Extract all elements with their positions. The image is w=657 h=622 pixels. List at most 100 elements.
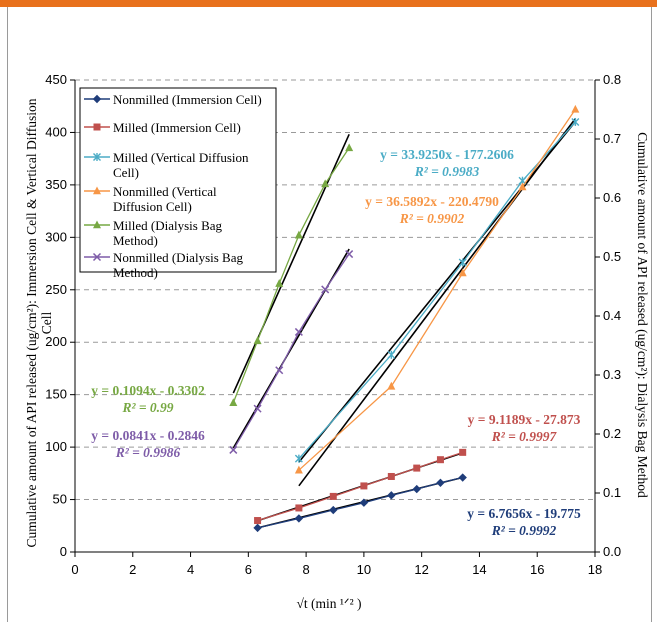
trend-equation: y = 6.7656x - 19.775: [467, 506, 581, 521]
series-line-4: [232, 147, 350, 403]
trend-equation: y = 36.5892x - 220.4790: [365, 194, 499, 209]
legend-marker-stroke: [92, 252, 102, 262]
data-point: [229, 398, 238, 407]
data-point: [275, 279, 284, 287]
legend-label-line: Milled (Vertical Diffusion: [113, 150, 249, 165]
data-point: [254, 517, 262, 525]
y-tick-label-right: 0.1: [603, 485, 621, 500]
y-tick-label-right: 0.7: [603, 131, 621, 146]
legend-label-line: Method): [113, 233, 158, 248]
data-point: [458, 473, 467, 482]
data-point: [294, 465, 303, 474]
data-point: [387, 491, 396, 500]
data-point-stroke: [275, 366, 284, 375]
data-point: [436, 478, 445, 487]
legend: Nonmilled (Immersion Cell) Milled (Immers…: [79, 87, 277, 280]
x-tick-label: 10: [357, 562, 371, 577]
x-tick-label: 14: [472, 562, 486, 577]
y-tick-label-right: 0.3: [603, 367, 621, 382]
trend-equation: y = 0.0841x - 0.2846: [91, 428, 205, 443]
y-tick-label-left: 150: [45, 387, 67, 402]
y-tick-label-left: 250: [45, 282, 67, 297]
x-tick-label: 8: [302, 562, 309, 577]
legend-label: Milled (Dialysis Bag Method): [113, 218, 223, 248]
axes: [70, 79, 600, 557]
data-point-stroke: [229, 445, 238, 454]
legend-marker: [92, 94, 102, 104]
trend-r-squared: R² = 0.9902: [399, 211, 465, 226]
legend-label-line: Method): [113, 265, 158, 280]
legend-label-line: Nonmilled (Vertical: [113, 184, 217, 199]
data-point: [360, 482, 368, 490]
data-point: [329, 505, 338, 515]
legend-label: Nonmilled (Dialysis Bag Method): [113, 250, 243, 280]
trend-r-squared: R² = 0.99: [121, 400, 173, 415]
x-tick-label: 12: [414, 562, 428, 577]
data-point-stroke: [253, 404, 262, 413]
data-point: [229, 445, 238, 454]
data-point: [359, 498, 369, 507]
legend-marker: [92, 252, 102, 262]
data-point: [571, 104, 580, 113]
data-point: [253, 404, 262, 413]
y-tick-label-right: 0.0: [603, 544, 621, 559]
y-axis-title-left-line2: Cell: [39, 312, 54, 335]
legend-marker: [93, 123, 101, 131]
y-tick-label-right: 0.4: [603, 308, 621, 323]
y-tick-label-right: 0.2: [603, 426, 621, 441]
data-point: [345, 250, 354, 259]
y-tick-label-left: 450: [45, 72, 67, 87]
top-accent-rule: [0, 0, 657, 7]
data-point: [412, 484, 421, 494]
data-point: [387, 381, 396, 390]
legend-box: [79, 87, 277, 273]
legend-label-line: Nonmilled (Dialysis Bag: [113, 250, 243, 265]
legend-label-line: Milled (Dialysis Bag: [113, 218, 223, 233]
data-point: [253, 523, 262, 533]
data-point: [571, 117, 580, 126]
y-tick-label-left: 350: [45, 177, 67, 192]
y-tick-label-right: 0.6: [603, 190, 621, 205]
data-point-stroke: [345, 250, 354, 259]
y-tick-label-left: 50: [53, 492, 67, 507]
data-point-stroke: [294, 327, 303, 336]
x-axis-title: √t (min ¹ᐟ² ): [296, 596, 361, 611]
x-tick-label: 2: [129, 562, 136, 577]
data-point: [413, 464, 421, 472]
y-tick-label-left: 300: [45, 229, 67, 244]
data-point: [294, 230, 303, 239]
data-point: [294, 327, 303, 336]
y-tick-label-left: 100: [45, 439, 67, 454]
data-point: [459, 448, 467, 456]
legend-label: Nonmilled (Vertical Diffusion Cell): [113, 184, 217, 214]
gridlines: [75, 79, 595, 501]
legend-label-line: Cell): [113, 165, 139, 180]
x-tick-label: 18: [588, 562, 602, 577]
legend-label-line: Diffusion Cell): [113, 199, 192, 214]
series-line-0: [257, 476, 463, 529]
y-tick-label-right: 0.8: [603, 72, 621, 87]
series-line-1: [257, 451, 463, 522]
data-series: [229, 104, 580, 533]
data-point-stroke: [321, 285, 330, 294]
x-tick-label: 6: [245, 562, 252, 577]
trend-equation: y = 33.9250x - 177.2606: [380, 147, 514, 162]
y-axis-title-left: Cumulative amount of API released (ug/cm…: [24, 98, 39, 547]
y-axis-title-right: Cumulative amount of API released (ug/cm…: [635, 132, 650, 498]
trendline-3: [298, 118, 576, 487]
data-point: [295, 504, 303, 512]
legend-label: Milled (Immersion Cell): [113, 120, 241, 135]
y-tick-label-left: 200: [45, 334, 67, 349]
data-point: [345, 143, 354, 152]
trend-r-squared: R² = 0.9992: [491, 523, 557, 538]
y-tick-label-left: 0: [60, 544, 67, 559]
data-point: [458, 258, 467, 267]
data-point: [436, 456, 444, 464]
trend-r-squared: R² = 0.9983: [414, 164, 480, 179]
data-point: [321, 285, 330, 294]
y-tick-label-right: 0.5: [603, 249, 621, 264]
data-point: [329, 492, 337, 500]
legend-label: Milled (Vertical Diffusion Cell): [113, 150, 249, 180]
data-point: [518, 182, 527, 191]
